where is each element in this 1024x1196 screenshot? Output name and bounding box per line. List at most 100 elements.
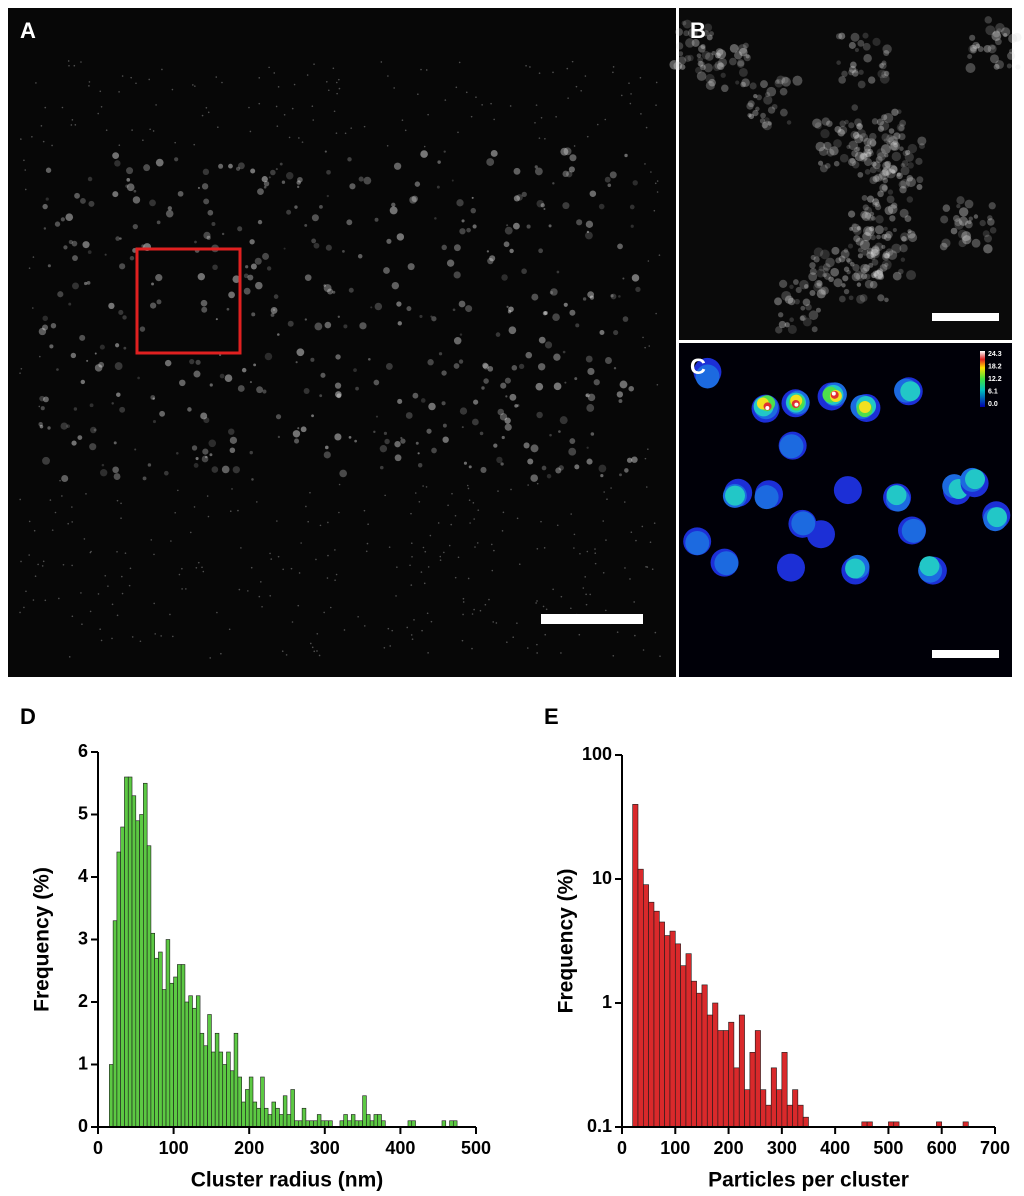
speckle (988, 202, 996, 210)
speckle (879, 62, 887, 70)
bar (643, 884, 649, 1128)
speckle (165, 209, 174, 218)
speckle (594, 562, 597, 565)
speckle (40, 125, 43, 127)
speckle (747, 100, 755, 108)
speckle (219, 373, 225, 379)
speckle (609, 171, 617, 179)
speckle (631, 456, 638, 463)
speckle (365, 550, 368, 553)
speckle (339, 469, 347, 478)
speckle (427, 113, 429, 116)
speckle (283, 114, 286, 116)
speckle (759, 118, 766, 124)
speckle (620, 94, 623, 97)
speckle (438, 352, 443, 356)
speckle (193, 143, 196, 146)
speckle (575, 85, 578, 88)
speckle (249, 381, 252, 384)
speckle (436, 185, 440, 189)
speckle (431, 316, 437, 322)
speckle (422, 485, 424, 487)
speckle (68, 64, 70, 67)
colorbar-label: 6.1 (988, 388, 998, 395)
speckle (147, 463, 152, 467)
speckle (336, 393, 342, 399)
speckle (45, 197, 49, 201)
speckle (250, 263, 257, 270)
speckle (653, 209, 656, 212)
speckle (209, 453, 213, 457)
speckle (645, 565, 647, 568)
speckle (883, 70, 890, 77)
speckle (859, 152, 868, 161)
speckle (237, 162, 245, 170)
speckle (906, 196, 914, 203)
speckle (851, 161, 860, 169)
speckle (904, 215, 912, 222)
speckle (42, 324, 49, 331)
speckle (116, 551, 118, 553)
speckle (535, 382, 544, 391)
speckle (74, 124, 77, 126)
bar (377, 1114, 382, 1128)
speckle (426, 612, 429, 615)
speckle (281, 180, 286, 184)
bar (120, 826, 125, 1128)
speckle (618, 295, 621, 298)
speckle (552, 313, 560, 322)
speckle (765, 92, 771, 97)
speckle (245, 265, 249, 269)
speckle (62, 563, 65, 566)
speckle (879, 73, 890, 84)
speckle (418, 500, 421, 503)
speckle (60, 422, 68, 430)
speckle (202, 570, 205, 573)
speckle (586, 446, 589, 449)
speckle (950, 227, 958, 235)
speckle (510, 488, 512, 491)
speckle (404, 129, 407, 132)
speckle (602, 520, 605, 522)
speckle (568, 166, 575, 173)
speckle (854, 151, 865, 162)
bar (275, 1107, 280, 1128)
speckle (789, 317, 794, 323)
speckle (644, 346, 646, 349)
speckle (669, 59, 680, 70)
speckle (324, 321, 332, 329)
speckle (907, 143, 918, 154)
speckle (813, 282, 822, 292)
bar (199, 1032, 205, 1128)
bar (139, 814, 144, 1128)
bar (245, 1089, 250, 1128)
speckle (516, 622, 518, 624)
speckle (231, 488, 233, 490)
speckle (875, 215, 884, 224)
speckle (201, 566, 203, 569)
speckle (285, 172, 294, 180)
speckle (969, 44, 977, 52)
speckle (705, 52, 714, 61)
speckle (916, 176, 924, 184)
bar (241, 1101, 246, 1128)
speckle (505, 395, 508, 398)
speckle (888, 164, 898, 174)
speckle (296, 185, 300, 189)
speckle (43, 396, 49, 403)
speckle (163, 470, 169, 476)
speckle (585, 393, 589, 397)
speckle (251, 478, 254, 481)
speckle (367, 523, 369, 526)
speckle (312, 119, 315, 121)
speckle (866, 214, 874, 222)
bar (177, 964, 182, 1128)
speckle (952, 214, 960, 222)
speckle (871, 258, 879, 266)
speckle (573, 533, 576, 536)
speckle (212, 264, 218, 271)
speckle (270, 313, 275, 317)
speckle (152, 420, 156, 424)
speckle (304, 223, 308, 227)
speckle (200, 299, 208, 307)
